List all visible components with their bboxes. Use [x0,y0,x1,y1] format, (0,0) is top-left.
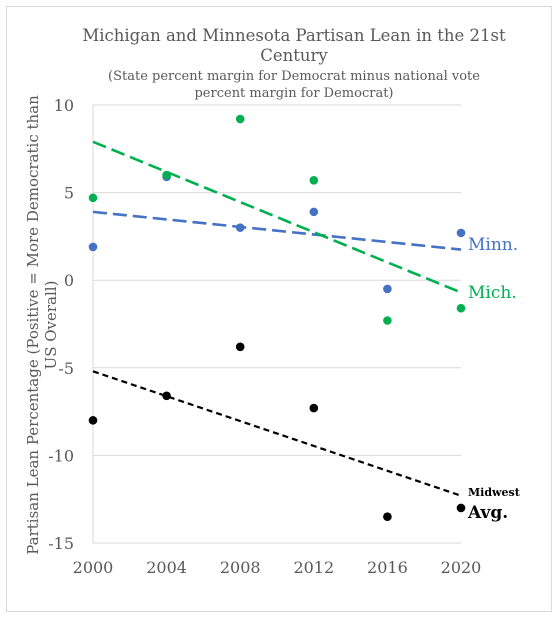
point-midwest [456,503,466,513]
chart-title-line-2: Century [260,46,328,65]
axes: 10 5 0 -5 -10 -15 2000 2004 2008 2012 2016 2020 [48,96,481,577]
chart-subtitle-line-1: (State percent margin for Democrat minus… [108,69,480,84]
x-tick-label: 2016 [367,558,408,577]
point-michigan [383,316,392,325]
y-axis-label-line-1: Partisan Lean Percentage (Positive = Mor… [24,95,42,555]
x-tick-label: 2020 [441,558,482,577]
point-midwest [235,342,245,352]
y-tick-label: -15 [48,534,74,553]
point-minnesota [235,223,245,232]
point-michigan [235,114,245,124]
series-label-midwest: Avg. [467,503,508,523]
point-minnesota [383,284,392,294]
series-label-minnesota: Minn. [468,235,518,255]
trendline-minnesota [92,210,462,251]
point-minnesota [309,207,319,217]
point-michigan [162,170,171,180]
chart-title-line-1: Michigan and Minnesota Partisan Lean in … [82,26,506,45]
y-tick-label: 10 [54,96,74,115]
x-tick-label: 2008 [220,558,261,577]
y-axis-label-line-2: US Overall) [42,281,60,370]
point-midwest [383,512,392,522]
x-tick-label: 2004 [146,558,187,577]
y-tick-label: -10 [48,446,74,465]
point-midwest [162,391,171,401]
gridlines [93,104,461,544]
point-midwest [309,403,319,413]
point-michigan [309,176,319,185]
y-axis-label: Partisan Lean Percentage (Positive = Mor… [24,95,60,555]
series-label-michigan: Mich. [468,283,517,303]
point-midwest [88,416,98,425]
y-tick-label: 0 [64,271,74,290]
trendlines [92,140,462,497]
x-tick-label: 2012 [293,558,334,577]
trendline-michigan [92,140,462,294]
series-label-midwest: Midwest [468,486,521,499]
trendline-midwest [92,370,462,497]
point-minnesota [88,242,98,252]
point-michigan [88,193,98,203]
y-tick-label: -5 [58,359,74,378]
y-tick-label: 5 [64,184,74,203]
point-michigan [456,303,466,313]
data-points [88,114,466,522]
x-tick-label: 2000 [73,558,114,577]
chart-subtitle-line-2: percent margin for Democrat) [194,86,393,101]
point-minnesota [456,228,466,238]
